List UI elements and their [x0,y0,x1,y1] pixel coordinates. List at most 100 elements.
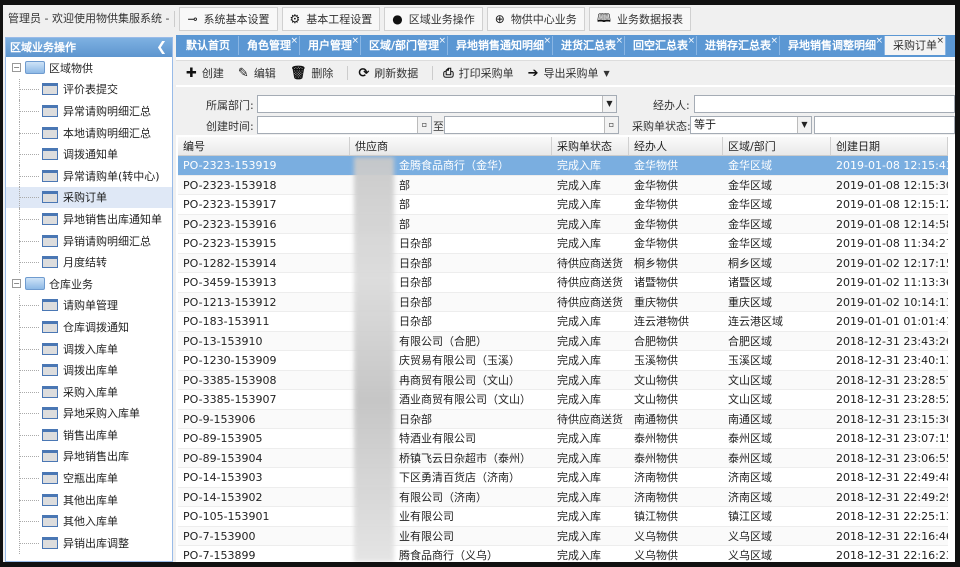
table-row[interactable]: PO-2323-153917 部 完成入库 金华物供 金华区域 2019-01-08 12… [178,195,948,215]
sidebar-title: 区域业务操作 [10,41,76,54]
column-header[interactable]: 采购单状态 [552,137,629,155]
sidebar-item[interactable]: 月度结转 [6,251,172,273]
sidebar-item[interactable]: 本地请购明细汇总 [6,121,172,144]
table-cell: 文山区域 [728,373,772,387]
column-header[interactable]: 供应商 [350,137,552,155]
calendar-icon[interactable]: ▫ [417,117,431,133]
table-cell: PO-2323-153919 [183,159,277,172]
tab[interactable]: 区域/部门管理 × [361,36,449,55]
sidebar-item[interactable]: 异常请购明细汇总 [6,100,172,122]
sidebar-item[interactable]: 其他入库单 [6,510,172,532]
collapse-toggle-icon[interactable]: − [12,63,21,73]
table-row[interactable]: PO-183-153911 日杂部 完成入库 连云港物供 连云港区域 2019-01-01… [178,312,948,332]
table-row[interactable]: PO-1213-153912 日杂部 待供应商送货 重庆物供 重庆区域 2019-01-0… [178,292,948,312]
table-row[interactable]: PO-7-153899 腾食品商行（义乌） 完成入库 义乌物供 义乌区域 2018-12-… [178,546,948,562]
sidebar-item[interactable]: 采购订单 [6,186,172,209]
sidebar-item[interactable]: 异地销售出库通知单 [6,208,172,230]
tab[interactable]: 异地销售调整明细 × [780,36,886,55]
tab[interactable]: 角色管理 × [239,36,300,55]
close-icon[interactable]: × [351,36,359,46]
table-row[interactable]: PO-2323-153916 部 完成入库 金华物供 金华区域 2019-01-08 12… [178,214,948,234]
column-header[interactable]: 创建日期 [831,137,948,155]
delete-button[interactable]: 🗑 删除 [290,65,334,81]
tree-group[interactable]: − 仓库业务 [6,273,172,295]
table-row[interactable]: PO-3385-153907 酒业商贸有限公司（文山） 完成入库 文山物供 文山区域 20… [178,390,948,410]
pencil-icon: ✎ [237,65,249,81]
table-cell: 2019-01-08 11:34:27 [836,237,948,250]
tab[interactable]: 进货汇总表 × [553,36,626,55]
table-row[interactable]: PO-1282-153914 日杂部 待供应商送货 桐乡物供 桐乡区域 2019-01-0… [178,253,948,273]
sidebar-item[interactable]: 异地销售出库 [6,445,172,468]
sidebar-item[interactable]: 评价表提交 [6,78,172,101]
table-row[interactable]: PO-13-153910 有限公司（合肥） 完成入库 合肥物供 合肥区域 2018-12-… [178,331,948,351]
region-ops-button[interactable]: ● 区域业务操作 [384,7,483,31]
table-row[interactable]: PO-9-153906 日杂部 待供应商送货 南通物供 南通区域 2018-12-31 2… [178,409,948,429]
close-icon[interactable]: × [875,36,884,46]
chevron-down-icon[interactable]: ▼ [602,96,616,112]
project-settings-button[interactable]: ⚙ 基本工程设置 [281,7,381,31]
tab[interactable]: 采购订单 × [885,36,947,55]
table-row[interactable]: PO-2323-153919 金腾食品商行（金华） 完成入库 金华物供 金华区域 2019… [178,156,948,176]
sidebar-item[interactable]: 请购单管理 [6,294,172,317]
sidebar-item[interactable]: 其他出库单 [6,488,172,511]
system-settings-button[interactable]: ⊸ 系统基本设置 [179,7,278,31]
table-row[interactable]: PO-14-153902 有限公司（济南） 完成入库 济南物供 济南区域 2018-12-… [178,487,948,507]
column-header[interactable]: 经办人 [629,137,723,155]
top-bar: 管理员 - 欢迎使用物供集服系统 - ⊸ 系统基本设置 ⚙ 基本工程设置 ● 区域业务… [3,5,955,33]
tab[interactable]: 用户管理 × [300,36,361,55]
table-row[interactable]: PO-89-153904 桥镇飞云日杂超市（泰州） 完成入库 泰州物供 泰州区域 2018… [178,448,948,468]
edit-button[interactable]: ✎ 编辑 [238,65,276,81]
collapse-icon[interactable]: ❮ [156,40,167,55]
table-row[interactable]: PO-3459-153913 日杂部 待供应商送货 诸暨物供 诸暨区域 2019-01-0… [178,273,948,293]
tab[interactable]: 异地销售通知明细 × [448,36,554,55]
center-business-button[interactable]: ⊕ 物供中心业务 [486,7,585,31]
close-icon[interactable]: × [438,36,447,46]
sidebar-item[interactable]: 异销出库调整 [6,532,172,554]
column-header[interactable]: 区域/部门 [723,137,831,155]
chevron-down-icon[interactable]: ▼ [797,117,811,133]
table-row[interactable]: PO-3385-153908 冉商贸有限公司（文山） 完成入库 文山物供 文山区域 201… [178,370,948,390]
close-icon[interactable]: × [290,36,298,46]
tab[interactable]: 默认首页 [178,36,239,55]
sidebar-item[interactable]: 空瓶出库单 [6,467,172,489]
sidebar-item[interactable]: 调拨通知单 [6,143,172,165]
sidebar-item[interactable]: 异常请购单(转中心) [6,164,172,187]
sidebar-item[interactable]: 采购入库单 [6,380,172,403]
handler-input[interactable] [694,95,955,113]
table-row[interactable]: PO-105-153901 业有限公司 完成入库 镇江物供 镇江区域 2018-12-31… [178,507,948,527]
sidebar-item[interactable]: 仓库调拨通知 [6,316,172,338]
dept-select[interactable]: ▼ [257,95,617,113]
sidebar-item[interactable]: 异销请购明细汇总 [6,229,172,252]
table-cell: 完成入库 [557,471,601,484]
table-row[interactable]: PO-2323-153918 部 完成入库 金华物供 金华区域 2019-01-08 12… [178,175,948,195]
status-operator-select[interactable]: 等于 ▼ [690,116,812,134]
tab[interactable]: 回空汇总表 × [625,36,698,55]
table-row[interactable]: PO-7-153900 业有限公司 完成入库 义乌物供 义乌区域 2018-12-31 2… [178,526,948,546]
refresh-button[interactable]: ⟳ 刷新数据 [358,65,418,81]
start-date-input[interactable]: ▫ [257,116,432,134]
status-value-input[interactable] [814,116,955,134]
table-row[interactable]: PO-2323-153915 日杂部 完成入库 金华物供 金华区域 2019-01-08 … [178,234,948,254]
close-icon[interactable]: × [543,36,552,46]
sidebar-item[interactable]: 调拨出库单 [6,359,172,381]
close-icon[interactable]: × [687,36,696,46]
column-header[interactable]: 编号 [178,137,350,155]
close-icon[interactable]: × [936,36,945,46]
tree-group[interactable]: − 区域物供 [6,57,172,79]
sidebar-item[interactable]: 异地采购入库单 [6,402,172,425]
close-icon[interactable]: × [615,36,624,46]
end-date-input[interactable]: ▫ [444,116,619,134]
calendar-icon[interactable]: ▫ [604,117,618,133]
export-button[interactable]: ➔ 导出采购单 ▼ [528,65,610,81]
reports-button[interactable]: 🕮 业务数据报表 [588,7,691,31]
create-button[interactable]: ✚ 创建 [186,65,224,81]
print-button[interactable]: ⎙ 打印采购单 [443,65,513,81]
table-row[interactable]: PO-14-153903 下区勇清百货店（济南） 完成入库 济南物供 济南区域 2018-… [178,468,948,488]
table-row[interactable]: PO-89-153905 特酒业有限公司 完成入库 泰州物供 泰州区域 2018-12-3… [178,429,948,449]
sidebar-item[interactable]: 调拨入库单 [6,337,172,360]
tab[interactable]: 进销存汇总表 × [697,36,781,55]
sidebar-item[interactable]: 销售出库单 [6,424,172,446]
collapse-toggle-icon[interactable]: − [12,279,21,289]
close-icon[interactable]: × [770,36,779,46]
table-row[interactable]: PO-1230-153909 庆贸易有限公司（玉溪） 完成入库 玉溪物供 玉溪区域 201… [178,351,948,371]
